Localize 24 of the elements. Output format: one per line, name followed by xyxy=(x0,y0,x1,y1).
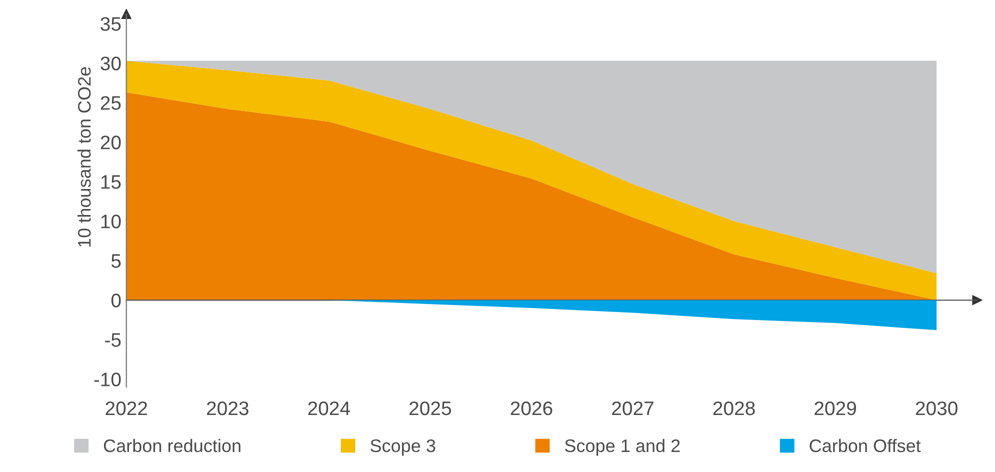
x-tick-label: 2027 xyxy=(612,401,654,416)
x-tick-label: 2024 xyxy=(308,401,350,416)
x-tick-label: 2025 xyxy=(410,401,452,416)
y-tick-label: 0 xyxy=(111,294,121,308)
y-tick-label: 15 xyxy=(101,175,121,189)
x-tick-label: 2022 xyxy=(106,401,148,416)
y-tick-label: 5 xyxy=(111,254,121,268)
y-tick-label: -10 xyxy=(94,372,121,386)
x-tick-label: 2023 xyxy=(206,401,248,416)
y-tick-label: 30 xyxy=(100,56,121,70)
legend-label: Scope 3 xyxy=(370,439,436,456)
x-tick-label: 2029 xyxy=(814,401,856,416)
x-tick-label: 2030 xyxy=(916,401,958,416)
legend-label: Carbon Offset xyxy=(810,438,921,452)
x-tick-label: 2026 xyxy=(510,401,552,416)
legend-label: Scope 1 and 2 xyxy=(564,438,680,456)
y-tick-label: -5 xyxy=(105,333,121,347)
y-tick-label: 10 xyxy=(101,214,121,228)
y-tick-label: 20 xyxy=(100,136,121,150)
x-tick-label: 2028 xyxy=(713,401,755,416)
y-axis-title: 10 thousand ton CO2e xyxy=(77,67,91,247)
legend-label: Carbon reduction xyxy=(104,438,240,452)
y-tick-label: 35 xyxy=(100,17,121,31)
y-tick-label: 25 xyxy=(100,96,121,110)
